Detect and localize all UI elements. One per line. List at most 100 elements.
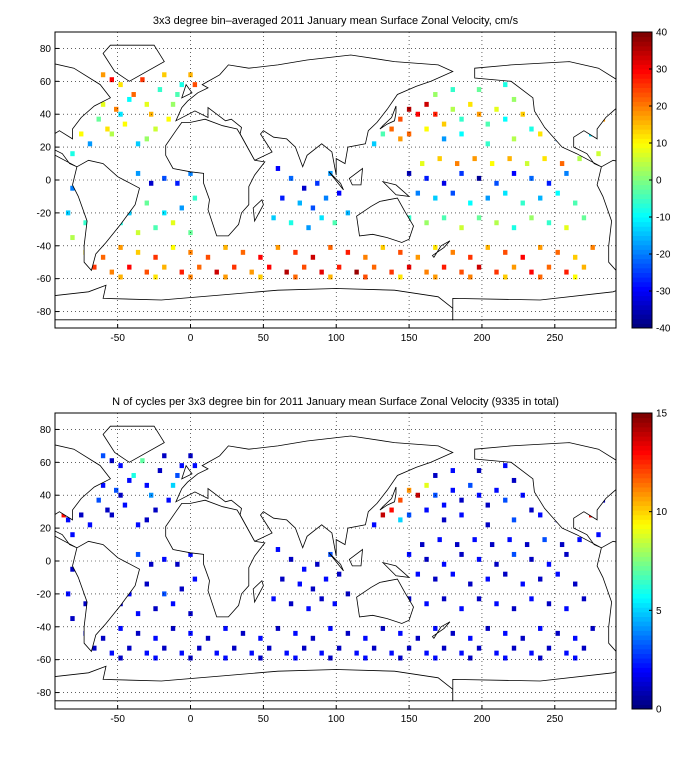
data-cell — [144, 101, 149, 107]
data-cell — [596, 532, 601, 538]
landmass — [379, 486, 397, 511]
data-cell — [258, 655, 263, 661]
data-cell — [188, 170, 193, 176]
colorbar-segment — [632, 286, 652, 292]
colorbar-segment — [632, 64, 652, 70]
data-cell — [301, 264, 307, 270]
colorbar-segment — [632, 87, 652, 93]
data-cell — [389, 650, 394, 656]
data-cell — [363, 635, 368, 641]
landmass — [474, 442, 616, 549]
colorbar-segment — [632, 161, 652, 167]
colorbar-segment — [632, 175, 652, 181]
data-cell — [336, 571, 342, 577]
data-cell — [459, 512, 464, 518]
data-cell — [398, 497, 403, 503]
data-cell — [162, 453, 167, 459]
data-cell — [153, 507, 158, 513]
x-tick-label: 200 — [474, 714, 491, 725]
data-cell — [114, 487, 119, 493]
x-tick-label: 250 — [546, 333, 563, 344]
colorbar-segment — [632, 110, 652, 116]
data-cell — [162, 556, 167, 562]
data-cell — [424, 269, 429, 275]
colorbar-segment — [632, 681, 652, 687]
colorbar-frame — [631, 412, 653, 710]
data-cell — [170, 625, 176, 631]
data-cell — [275, 547, 281, 552]
landmass — [596, 540, 616, 653]
colorbar-segment — [632, 588, 652, 594]
data-cell — [135, 170, 141, 176]
x-tick-label: 200 — [474, 333, 491, 344]
colorbar-tick-label: 0 — [656, 176, 662, 187]
landmass — [102, 425, 165, 463]
landmass — [72, 540, 140, 653]
colorbar-segment — [632, 115, 652, 121]
data-cell — [310, 635, 316, 641]
colorbar-segment — [632, 249, 652, 255]
data-cell — [293, 655, 298, 661]
colorbar-segment — [632, 487, 652, 493]
data-cell — [188, 274, 193, 280]
colorbar-segment — [632, 695, 652, 701]
data-cell — [398, 249, 403, 255]
colorbar-segment — [632, 556, 652, 562]
data-cell — [454, 161, 460, 167]
data-cell — [301, 566, 307, 572]
data-cell — [559, 542, 565, 548]
data-cell — [406, 131, 412, 137]
data-cell — [494, 180, 499, 186]
data-cell — [284, 650, 289, 656]
data-cell — [398, 116, 403, 122]
data-cell — [371, 264, 377, 270]
data-cell — [559, 161, 565, 167]
data-cell — [433, 625, 438, 631]
data-cell — [310, 254, 316, 260]
colorbar-segment — [632, 635, 652, 641]
colorbar-segment — [632, 528, 652, 534]
data-cell — [415, 492, 421, 498]
data-cell — [140, 77, 145, 83]
colorbar-segment — [632, 431, 652, 437]
data-cell — [323, 576, 329, 582]
data-cell — [135, 522, 141, 528]
data-cell — [363, 254, 368, 260]
data-cell — [319, 215, 324, 221]
data-cell — [79, 512, 84, 518]
colorbar-segment — [632, 314, 652, 320]
data-cell — [223, 625, 228, 631]
data-cell — [96, 116, 101, 122]
colorbar-segment — [632, 593, 652, 599]
data-cell — [65, 210, 71, 216]
colorbar-segment — [632, 468, 652, 474]
data-cell — [267, 645, 272, 651]
data-cell — [70, 566, 75, 572]
colorbar-segment — [632, 477, 652, 483]
data-cell — [205, 635, 211, 641]
data-cell — [170, 482, 176, 488]
data-cell — [175, 180, 180, 186]
x-tick-label: 50 — [258, 714, 270, 725]
colorbar-segment — [632, 36, 652, 42]
colorbar-tick-label: 15 — [656, 409, 668, 420]
x-tick-label: 50 — [258, 333, 270, 344]
data-cell — [450, 249, 455, 255]
data-cell — [166, 497, 171, 503]
data-cell — [511, 551, 517, 557]
data-cell — [494, 220, 499, 226]
data-cell — [433, 655, 438, 661]
data-cell — [520, 492, 525, 498]
data-cell — [127, 96, 132, 102]
data-cell — [188, 453, 193, 459]
data-cell — [529, 126, 534, 132]
data-cell — [468, 635, 473, 641]
data-cell — [406, 170, 412, 176]
data-cell — [175, 561, 180, 567]
data-cell — [162, 591, 167, 597]
colorbar-segment — [632, 616, 652, 622]
data-cell — [144, 581, 149, 587]
data-cell — [546, 264, 552, 270]
data-cell — [214, 650, 219, 656]
data-cell — [109, 650, 115, 656]
